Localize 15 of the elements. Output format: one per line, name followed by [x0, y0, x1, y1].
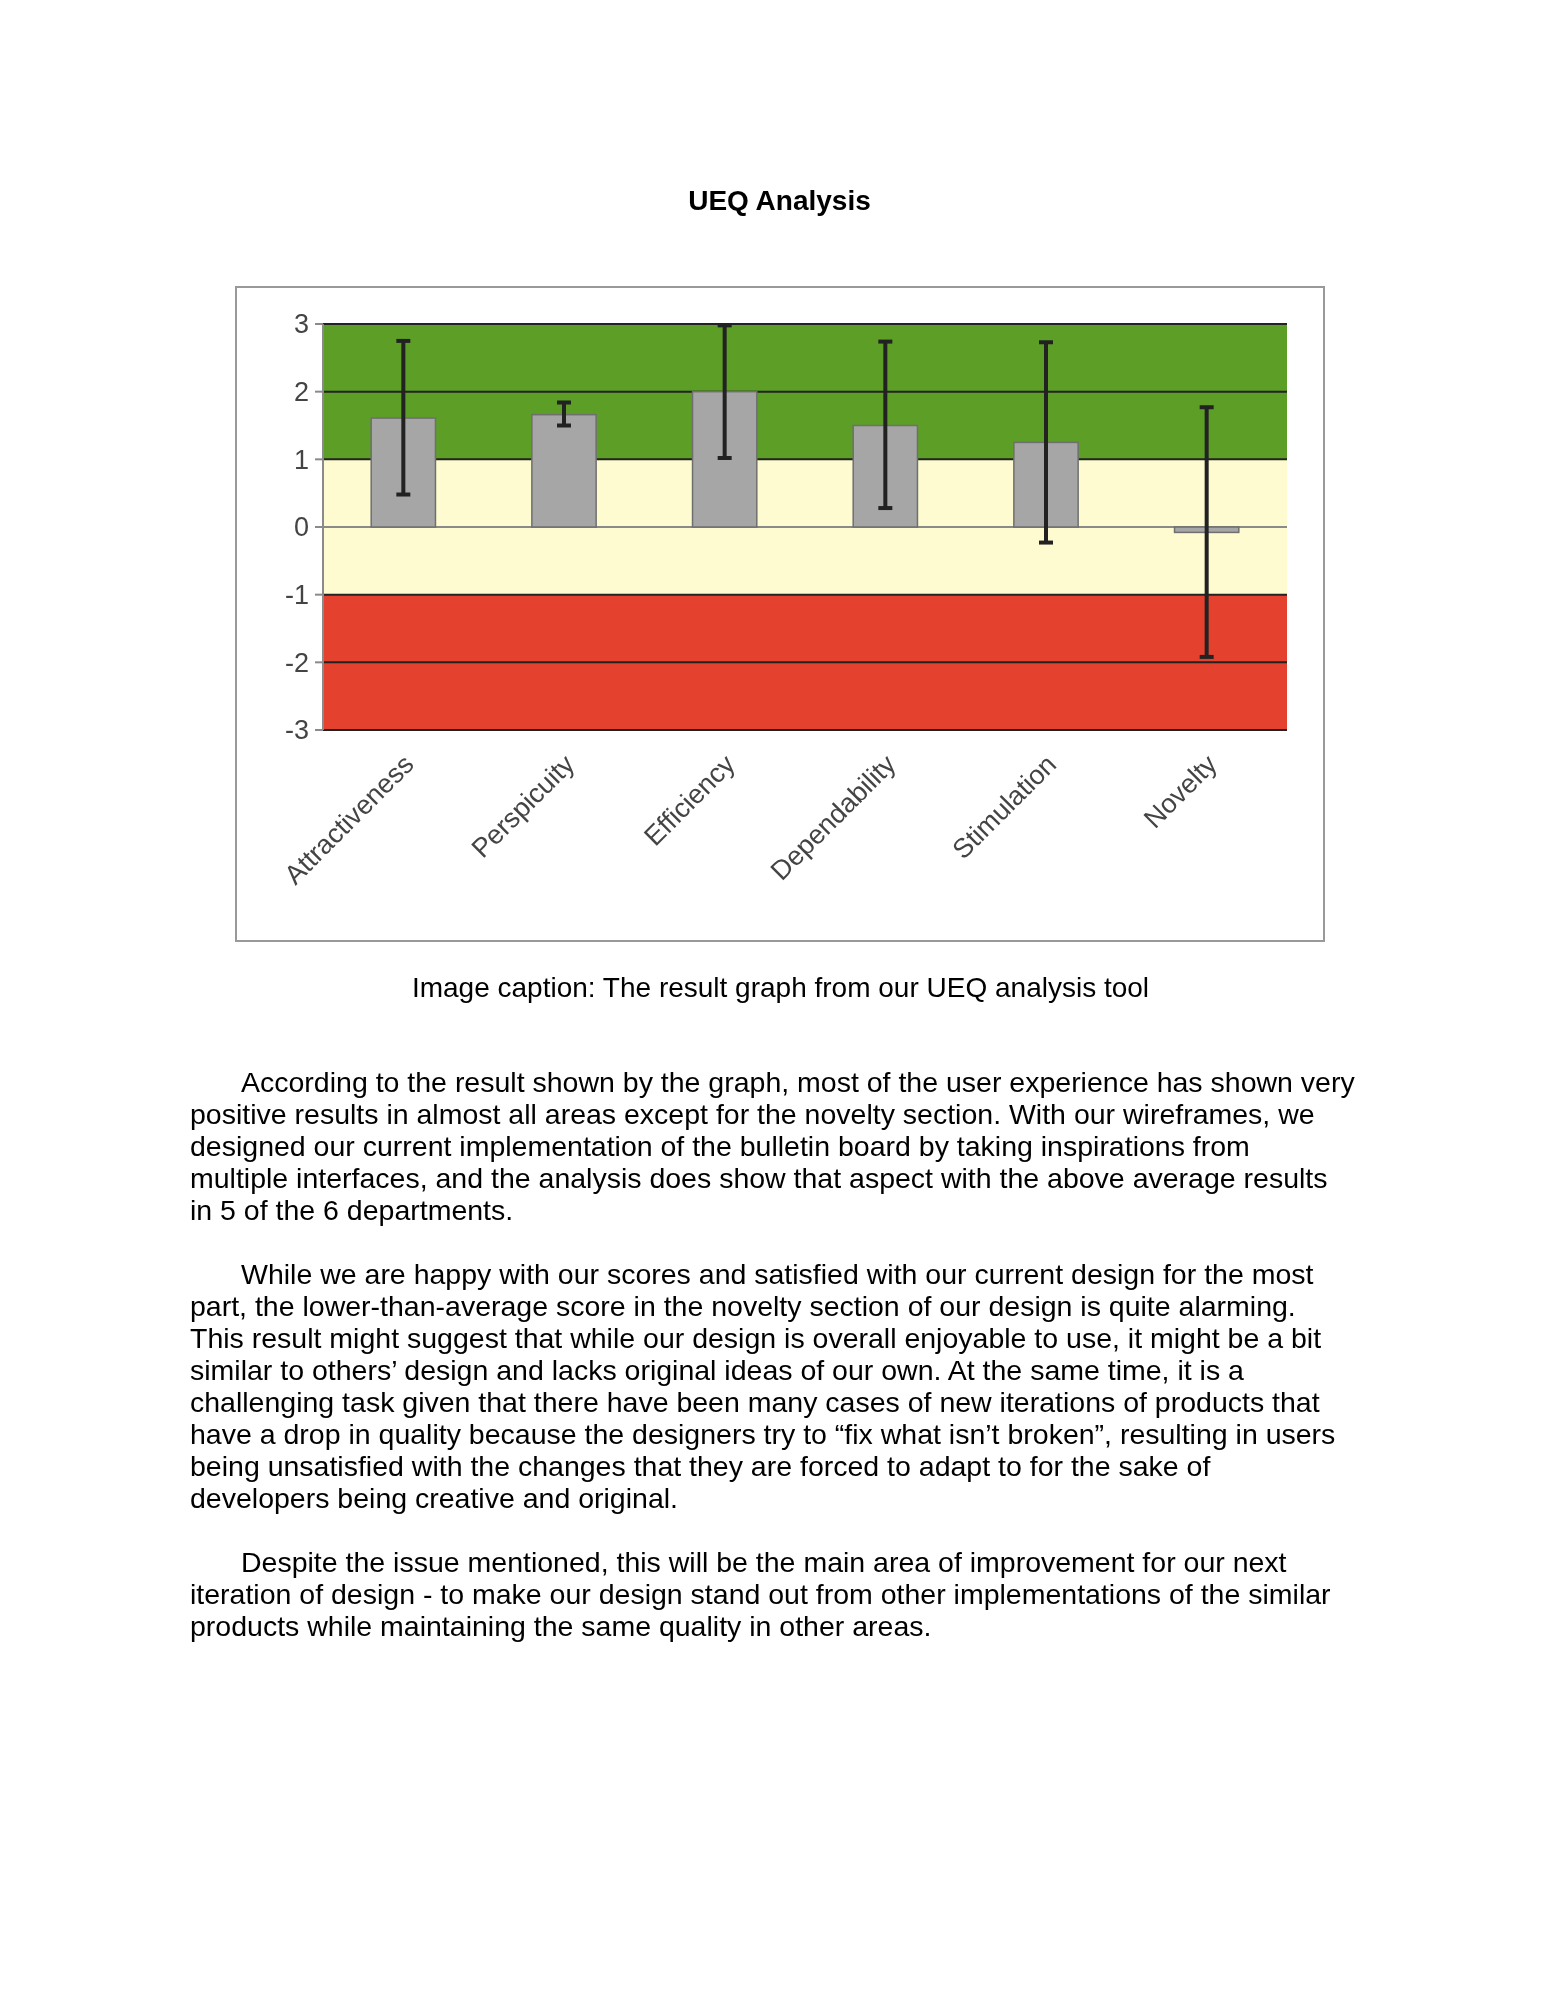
bar [691, 390, 758, 528]
bar [1173, 526, 1240, 534]
y-tick-label: -1 [284, 580, 309, 611]
text: According to the result shown by the graph, most of the user experience has shown very positive results in almost all areas except for the novelty section. With our wireframes, we designed our current implementation of the bulletin board by taking inspirations from multiple interfaces, and the analysis does show that aspect with the above average results in 5 of the 6 departments. [190, 1066, 1355, 1226]
bar [531, 413, 597, 528]
text: Despite the issue mentioned, this will be the main area of improvement for our next iteration of design - to make our design stand out from other implementations of the similar products while maintaining the same quality in other areas. [190, 1546, 1332, 1642]
y-tick-label: 1 [293, 444, 309, 475]
text: While we are happy with our scores and satisfied with our current design for the most part, the lower-than-average score in the novelty section of our design is quite alarming. This result might suggest that while our design is overall enjoyable to use, it might be a bit similar to others’ design and lacks original ideas of our own. At the same time, it is a challenging task given that there have been many cases of new iterations of products that have a drop in quality because the designers try to “fix what isn’t broken”, resulting in users being unsatisfied with the changes that they are forced to adapt to for the sake of developers being creative and original. [190, 1258, 1337, 1514]
y-tick-label: -3 [284, 715, 309, 746]
y-tick-label: 0 [293, 512, 309, 543]
text: Image caption: The result graph from our UEQ analysis tool [411, 972, 1150, 1003]
y-tick-label: 2 [293, 377, 309, 408]
chart-title: UEQ Analysis [688, 185, 871, 216]
y-tick-label: 3 [293, 309, 309, 340]
y-tick-label: -2 [284, 647, 309, 678]
